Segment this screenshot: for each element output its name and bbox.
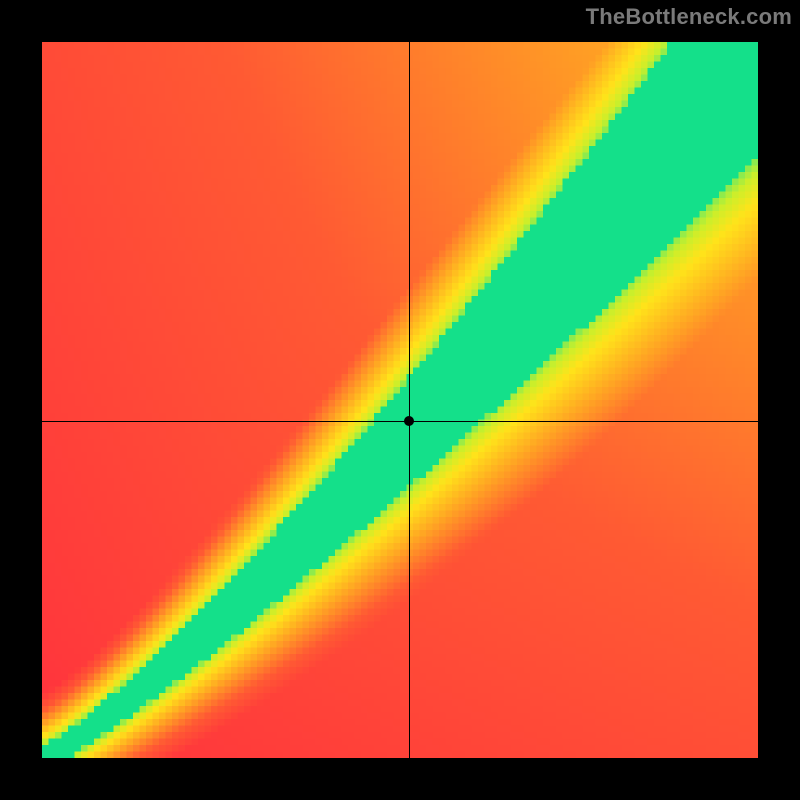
watermark-text: TheBottleneck.com [586, 4, 792, 30]
focus-marker [404, 416, 414, 426]
crosshair-vertical [409, 42, 410, 758]
heatmap-canvas [42, 42, 758, 758]
crosshair-horizontal [42, 421, 758, 422]
plot-area [42, 42, 758, 758]
